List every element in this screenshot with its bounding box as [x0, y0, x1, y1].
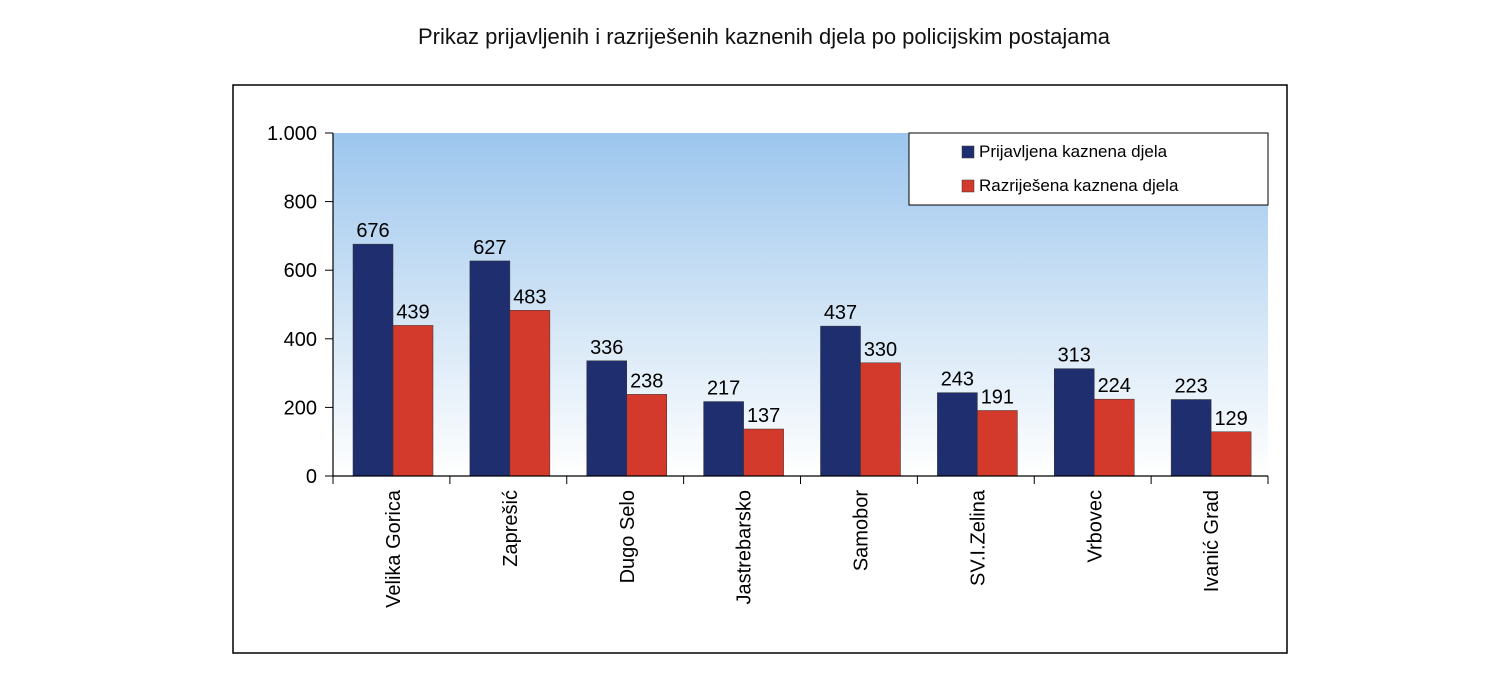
data-label: 191 — [981, 386, 1014, 408]
data-label: 676 — [356, 220, 389, 242]
bar-prijavljena — [937, 392, 978, 477]
data-label: 129 — [1214, 408, 1247, 430]
chart-title: Prikaz prijavljenih i razriješenih kazne… — [417, 24, 1111, 49]
legend-label: Razriješena kaznena djela — [979, 176, 1179, 195]
x-tick-label: Velika Gorica — [383, 489, 405, 608]
data-label: 313 — [1058, 345, 1091, 367]
x-tick-label: Vrbovec — [1084, 490, 1106, 563]
y-tick-label: 800 — [284, 192, 317, 214]
bar-prijavljena — [1054, 368, 1095, 477]
bar-prijavljena — [703, 401, 744, 477]
data-label: 137 — [747, 405, 780, 427]
data-label: 336 — [590, 337, 623, 359]
data-label: 483 — [513, 286, 546, 308]
y-tick-label: 200 — [284, 397, 317, 419]
y-tick-label: 0 — [306, 466, 317, 488]
y-tick-label: 600 — [284, 260, 317, 282]
y-tick-label: 400 — [284, 329, 317, 351]
data-label: 437 — [824, 302, 857, 324]
data-label: 217 — [707, 378, 740, 400]
legend — [908, 132, 1269, 206]
x-tick-label: Samobor — [851, 490, 873, 571]
data-label: 223 — [1174, 376, 1207, 398]
data-label: 330 — [864, 339, 897, 361]
x-tick-label: Zaprešić — [500, 490, 522, 567]
bar-prijavljena — [469, 260, 511, 477]
bar-razrijesena — [1210, 431, 1252, 477]
legend-swatch — [961, 179, 975, 193]
legend-swatch — [961, 145, 975, 159]
bar-razrijesena — [860, 362, 901, 477]
data-label: 238 — [630, 370, 663, 392]
x-tick-label: Dugo Selo — [617, 490, 639, 583]
data-label: 243 — [941, 369, 974, 391]
bar-prijavljena — [1170, 399, 1212, 477]
bar-razrijesena — [1094, 398, 1135, 477]
x-tick-label: Jastrebarsko — [734, 490, 756, 605]
bar-prijavljena — [586, 360, 627, 477]
y-tick-label: 1.000 — [267, 123, 317, 145]
bar-razrijesena — [977, 410, 1018, 477]
x-tick-label: SV.I.Zelina — [967, 489, 989, 586]
bar-prijavljena — [820, 325, 861, 477]
bar-razrijesena — [743, 428, 784, 477]
data-label: 439 — [396, 301, 429, 323]
bar-prijavljena — [352, 243, 394, 477]
bar-razrijesena — [509, 310, 551, 477]
data-label: 627 — [473, 237, 506, 259]
legend-label: Prijavljena kaznena djela — [979, 142, 1168, 161]
bar-razrijesena — [626, 394, 667, 477]
bar-razrijesena — [392, 325, 434, 477]
data-label: 224 — [1098, 375, 1131, 397]
x-tick-label: Ivanić Grad — [1201, 490, 1223, 592]
